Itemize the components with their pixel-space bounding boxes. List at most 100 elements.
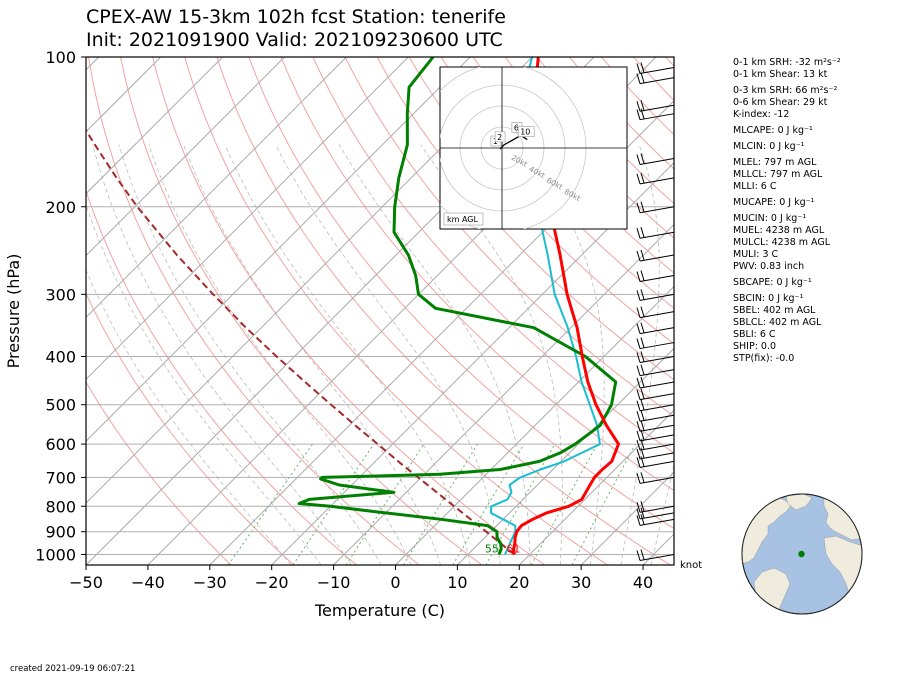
hodograph-point-box	[494, 131, 506, 143]
hodograph-point-label: 6	[514, 123, 519, 132]
wind-barb-flag	[640, 270, 645, 281]
wind-barb-flag	[636, 365, 641, 376]
wind-barb	[639, 434, 675, 442]
wind-barb	[639, 254, 675, 262]
x-tick-label: −40	[131, 573, 165, 592]
x-tick-label: −50	[69, 573, 103, 592]
wind-barb	[639, 512, 675, 520]
wind-barb	[639, 158, 675, 166]
wind-barb-flag	[636, 508, 641, 520]
wind-barb-flag	[640, 364, 645, 375]
wind-barb	[639, 342, 675, 350]
wind-barb-flag	[640, 514, 645, 525]
parameter-line: MUCIN: 0 J kg⁻¹	[733, 213, 807, 224]
wind-barb-flag	[636, 202, 641, 213]
wind-barb-flag	[640, 472, 645, 483]
moist-adiabat	[86, 269, 292, 565]
wind-barb-flag	[640, 410, 645, 421]
hodograph-inset: 20kt40kt60kt80kt12610km AGL	[439, 66, 628, 230]
y-tick-label: 100	[45, 48, 76, 67]
wind-barb-flag	[640, 399, 645, 410]
wind-barb-flag	[640, 447, 645, 459]
wind-barb	[639, 311, 675, 319]
wind-barb-flag	[640, 420, 645, 431]
y-tick-label: 900	[45, 523, 76, 542]
chart-subtitle: Init: 2021091900 Valid: 202109230600 UTC	[86, 29, 503, 51]
wind-barb	[639, 381, 675, 389]
isotherm	[271, 161, 674, 565]
isotherm	[86, 57, 223, 195]
plot-grid	[86, 57, 674, 565]
mixing-ratio-line	[227, 443, 314, 565]
wind-barb-flag	[636, 377, 641, 389]
parameter-line: MLEL: 797 m AGL	[733, 157, 817, 168]
dry-adiabat	[344, 57, 674, 417]
isotherm	[86, 57, 471, 442]
hodograph-point-label: 10	[520, 128, 530, 137]
parameter-line: PWV: 0.83 inch	[733, 261, 805, 272]
wind-barb-flag	[636, 307, 641, 318]
surface-temperature-label: 61	[506, 542, 520, 555]
wind-barb-flag	[640, 72, 645, 83]
wind-barb-flag	[636, 430, 641, 442]
isotherm	[580, 471, 674, 565]
globe-locator-map	[741, 493, 863, 615]
wind-barb-flag	[636, 473, 641, 484]
wind-barb	[639, 414, 675, 422]
surface-dewpoint-label: 55	[485, 542, 499, 555]
wind-barb-flag	[636, 448, 641, 460]
wind-barb-flag	[640, 322, 645, 333]
wind-barb-flag	[636, 400, 641, 411]
y-tick-label: 700	[45, 468, 76, 487]
wind-barb	[639, 231, 675, 239]
wind-barb-flag	[640, 456, 645, 467]
parameter-line: K-index: -12	[733, 109, 790, 120]
parameter-line: 0-1 km SRH: -32 m²s⁻²	[733, 57, 841, 68]
wind-barb	[639, 177, 675, 185]
wind-barb-flag	[640, 429, 645, 441]
parameter-line: SBLCL: 402 m AGL	[733, 317, 822, 328]
dry-adiabat	[86, 381, 232, 565]
isotherm	[86, 57, 409, 381]
wind-barb-flag	[640, 249, 645, 261]
mixing-ratio-line	[345, 443, 425, 565]
parameter-line: SBCAPE: 0 J kg⁻¹	[733, 277, 812, 288]
x-tick-label: 0	[390, 573, 400, 592]
wind-barb	[639, 327, 675, 335]
wind-barb-flag	[636, 63, 641, 74]
wind-barb	[639, 369, 675, 377]
wind-barb-flag	[636, 154, 641, 165]
parameter-line: 0-1 km Shear: 13 kt	[733, 69, 828, 80]
wind-barb	[639, 356, 675, 363]
wind-barb-flag	[636, 411, 641, 422]
wind-barbs	[636, 62, 675, 561]
wind-barb	[639, 460, 675, 468]
wind-barb-flag	[640, 306, 645, 317]
parameter-line: MULI: 3 C	[733, 249, 779, 260]
dry-adiabat	[86, 189, 357, 565]
y-tick-label: 600	[45, 435, 76, 454]
x-axis-label: Temperature (C)	[314, 601, 445, 620]
wind-barb-flag	[636, 457, 641, 468]
wind-barb	[639, 293, 675, 301]
wind-barb-flag	[636, 73, 641, 84]
station-marker	[798, 550, 805, 558]
wind-barb-flag	[636, 290, 641, 301]
y-tick-label: 200	[45, 198, 76, 217]
y-tick-label: 300	[45, 285, 76, 304]
wind-barb-flag	[640, 376, 645, 388]
dry-adiabat	[472, 57, 674, 274]
x-tick-label: 30	[571, 573, 591, 592]
wind-barb-flag	[636, 550, 641, 561]
parameter-list: 0-1 km SRH: -32 m²s⁻² 0-1 km Shear: 13 kt…	[733, 57, 841, 365]
wind-barb-flag	[640, 289, 645, 300]
wind-barb-flag	[640, 201, 645, 212]
wind-barb	[639, 113, 675, 121]
dry-adiabat	[184, 57, 608, 565]
dry-adiabat	[120, 57, 483, 565]
wind-unit-label: knot	[680, 560, 703, 571]
wind-barb	[639, 393, 675, 401]
moist-adiabat	[86, 203, 322, 565]
isotherm	[395, 285, 674, 565]
parameter-line: 0-6 km Shear: 29 kt	[733, 97, 828, 108]
